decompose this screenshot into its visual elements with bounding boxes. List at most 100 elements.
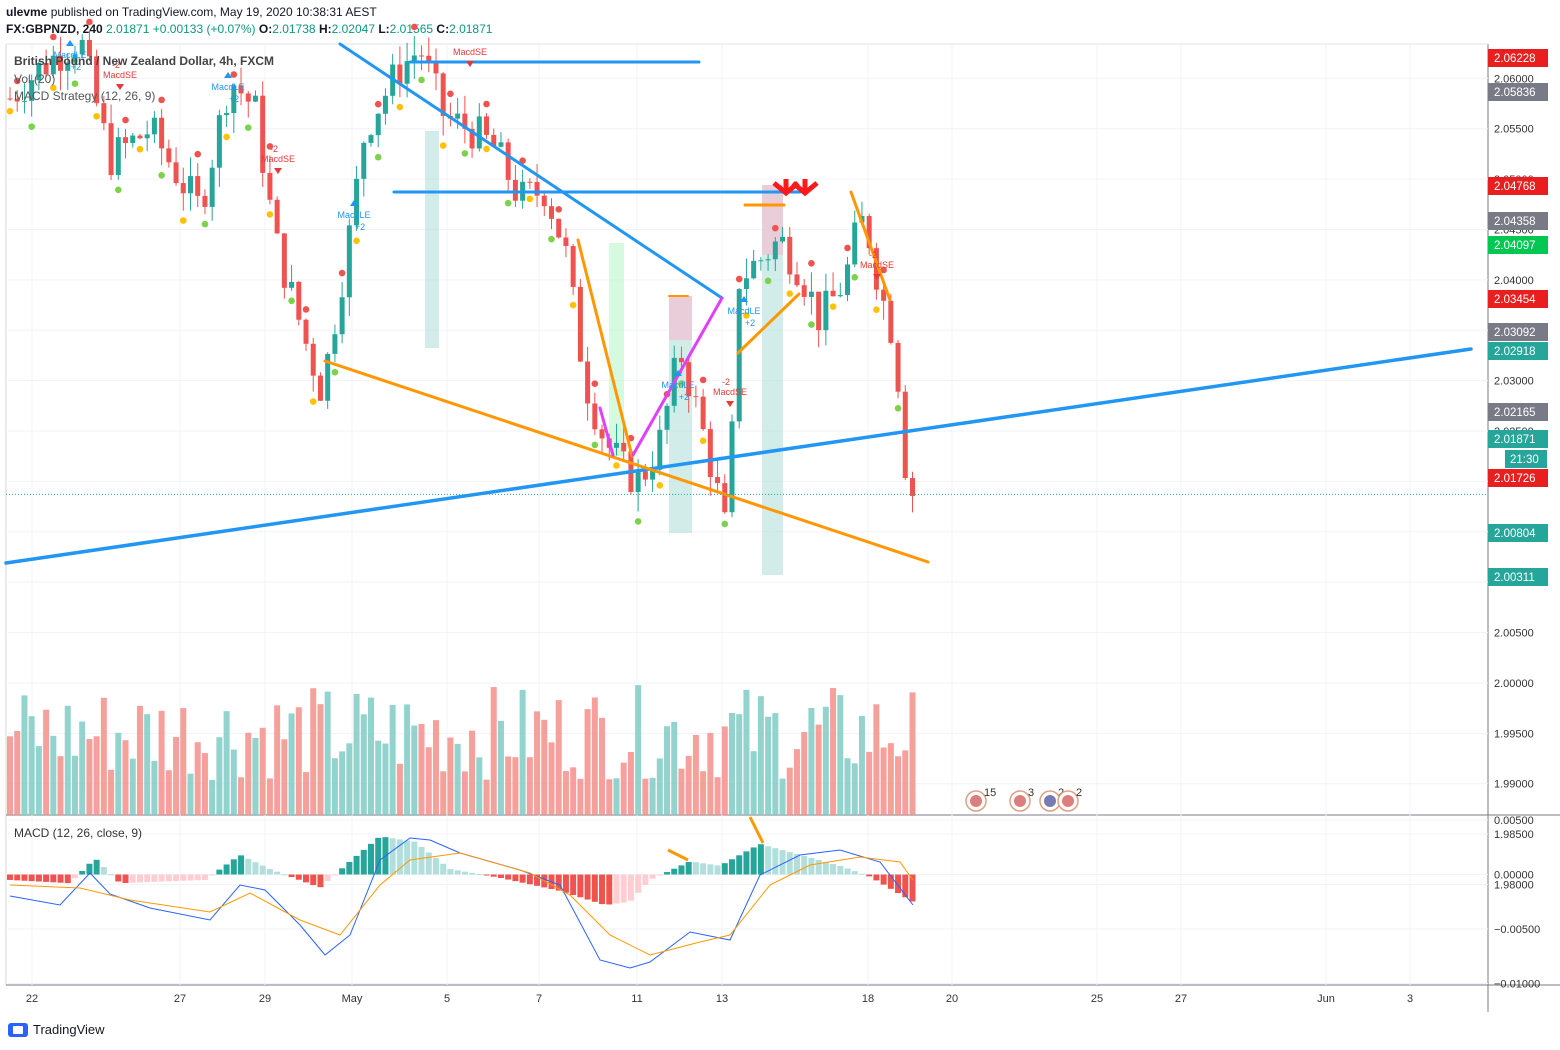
volume-bar <box>382 743 389 815</box>
strategy-dot <box>396 103 404 111</box>
macd-histogram-bar <box>801 856 808 875</box>
buy-arrow-icon <box>66 40 74 46</box>
close-value: 2.01871 <box>449 22 493 36</box>
macd-histogram-bar <box>339 868 346 875</box>
volume-bar <box>779 778 786 815</box>
macd-histogram-bar <box>43 874 50 882</box>
volume-bar <box>476 757 483 815</box>
macd-histogram-bar <box>310 874 317 886</box>
highlight-box <box>425 131 439 348</box>
volume-bar <box>266 778 273 815</box>
strategy-dot <box>721 520 729 528</box>
signal-label: MacdLE <box>53 50 86 60</box>
volume-bar <box>793 749 800 815</box>
candle-body <box>281 233 287 288</box>
candle-body <box>245 93 251 102</box>
signal-label: MacdSE <box>103 70 137 80</box>
volume-bar <box>786 767 793 815</box>
candle-body <box>902 391 908 479</box>
volume-bar <box>209 779 216 815</box>
signal-label: MacdLE <box>661 380 694 390</box>
macd-histogram-bar <box>375 837 382 875</box>
volume-bar <box>317 704 324 815</box>
instrument-title[interactable]: British Pound / New Zealand Dollar, 4h, … <box>14 54 275 68</box>
macd-histogram-bar <box>425 852 432 875</box>
strategy-dots <box>6 18 902 528</box>
macd-histogram-bar <box>353 855 360 875</box>
candle-body <box>642 471 648 480</box>
low-value: 2.01565 <box>389 22 434 36</box>
macd-histogram-bar <box>895 874 902 894</box>
volume-bar <box>14 730 21 815</box>
macd-histogram-bar <box>692 862 699 875</box>
volume-bar <box>245 732 252 815</box>
volume-bar <box>642 778 649 815</box>
price-tag <box>1488 403 1548 421</box>
candle-body <box>556 218 562 238</box>
strategy-dot <box>374 153 382 161</box>
chart-legend: British Pound / New Zealand Dollar, 4h, … <box>14 53 274 106</box>
trend-line <box>849 190 892 302</box>
candle-body <box>267 172 273 200</box>
strategy-dot <box>519 157 526 164</box>
strategy-dot <box>50 33 57 41</box>
macd-histogram-bar <box>678 865 685 875</box>
candle-body <box>693 396 699 398</box>
strategy-dot <box>483 145 490 153</box>
strategy-legend[interactable]: MACD Strategy (12, 26, 9) <box>14 89 156 103</box>
signal-size-label: -2 <box>270 144 278 154</box>
candle-body <box>21 100 27 102</box>
volume-bar <box>151 760 158 815</box>
volume-bar <box>404 704 411 815</box>
strategy-dot <box>772 224 779 232</box>
signal-label: MacdSE <box>453 47 487 57</box>
macd-histogram-bar <box>432 858 439 875</box>
publisher-name[interactable]: ulevme <box>6 5 48 19</box>
macd-histogram-bar <box>483 874 490 876</box>
volume-bar <box>866 751 873 815</box>
macd-legend[interactable]: MACD (12, 26, close, 9) <box>14 826 143 840</box>
tradingview-logo[interactable]: TradingView <box>8 1022 105 1037</box>
flag-icon <box>1044 795 1056 807</box>
price-tag <box>1488 49 1548 67</box>
strategy-dot <box>266 143 274 150</box>
volume-bar <box>505 756 512 815</box>
candle-body <box>592 403 598 430</box>
macd-histogram-bar <box>50 874 57 883</box>
buy-arrow-icon <box>224 72 232 78</box>
strategy-dot <box>656 482 664 489</box>
candle-body <box>108 123 114 176</box>
candle-body <box>729 421 735 513</box>
candle-body <box>43 63 49 75</box>
macd-histogram-bar <box>115 874 122 882</box>
highlight-box <box>669 296 692 340</box>
price-tag-label: 2.02918 <box>1494 346 1536 358</box>
macd-histogram-bar <box>404 840 411 875</box>
volume-bar <box>591 697 598 815</box>
candle-body <box>801 285 807 297</box>
candle-body <box>202 195 208 207</box>
strategy-dot <box>786 290 794 297</box>
macd-signal-line <box>9 852 914 956</box>
macd-histogram-bar <box>368 843 374 875</box>
price-tag-label: 2.00311 <box>1494 572 1535 584</box>
volume-legend[interactable]: Vol (20) <box>14 71 56 86</box>
sell-arrow-icon <box>791 179 819 197</box>
volume-bar <box>772 713 779 815</box>
candle-body <box>888 300 894 343</box>
volume-bar <box>303 772 310 815</box>
candle-body <box>130 135 136 144</box>
macd-histogram-bar <box>28 874 35 882</box>
macd-histogram-bar <box>793 854 800 875</box>
candle-body <box>173 162 179 184</box>
strategy-dot <box>374 100 382 108</box>
candle-body <box>534 181 540 196</box>
volume-bar <box>880 747 887 815</box>
symbol: FX:GBPNZD, 240 <box>6 22 103 36</box>
volume-bar <box>613 778 620 815</box>
strategy-dot <box>591 380 599 387</box>
volume-bar <box>714 777 721 815</box>
macd-histogram-bar <box>887 874 894 889</box>
macd-histogram-bar <box>216 869 223 875</box>
